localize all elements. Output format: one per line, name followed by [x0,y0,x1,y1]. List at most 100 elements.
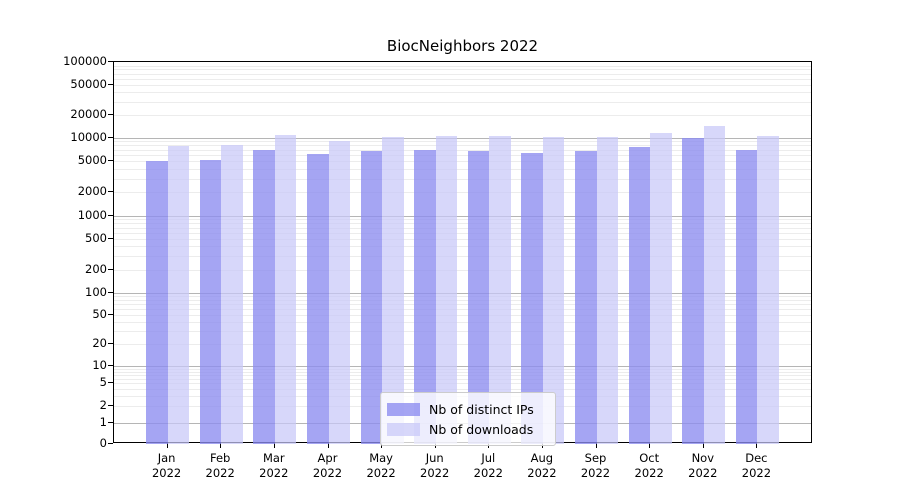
x-tick-year: 2022 [741,465,772,480]
gridline-700 [114,227,811,229]
x-tick-mark-jan [166,443,168,448]
x-tick-year: 2022 [688,465,718,480]
gridline-80000 [114,69,811,71]
bar-jun-downloads [435,135,458,444]
bar-jan-distinct-ips [146,160,168,444]
legend-swatch-downloads [387,422,420,436]
y-tick-mark-50000 [108,83,113,85]
y-tick-label-5: 5 [99,375,107,390]
y-tick-mark-100000 [108,61,113,62]
gridline-30 [114,331,811,333]
x-tick-month: Aug [530,451,554,465]
legend: Nb of distinct IPs Nb of downloads [380,392,556,446]
y-tick-mark-10000 [108,136,113,138]
x-tick-label-sep: Sep 2022 [569,451,623,481]
y-tick-label-50000: 50000 [70,76,107,91]
gridline-30000 [114,101,811,103]
x-tick-month: Jun [425,451,444,465]
gridline-90 [114,296,811,298]
y-tick-label-2: 2 [99,397,107,412]
gridline-10 [114,366,811,368]
y-tick-mark-100 [108,291,113,293]
bar-mar-distinct-ips [253,149,275,444]
y-tick-mark-2000 [108,191,113,193]
legend-item-downloads: Nb of downloads [387,419,547,439]
y-tick-mark-500 [108,237,113,239]
y-tick-label-100000: 100000 [63,54,107,68]
x-tick-mark-oct [649,443,651,448]
x-tick-label-jun: Jun 2022 [408,451,462,481]
y-tick-label-1000: 1000 [77,207,107,222]
x-tick-label-feb: Feb 2022 [193,451,247,481]
bar-feb-distinct-ips [199,159,222,444]
gridline-600 [114,232,811,234]
gridline-500 [114,238,811,240]
x-tick-label-apr: Apr 2022 [301,451,355,481]
bar-jul-distinct-ips [467,150,490,444]
x-tick-year: 2022 [312,465,343,480]
y-tick-mark-5000 [108,160,113,162]
bar-oct-distinct-ips [628,147,651,444]
gridline-8000 [114,145,811,147]
x-tick-label-jan: Jan 2022 [140,451,194,481]
legend-label-downloads: Nb of downloads [429,421,534,437]
gridline-4 [114,388,811,390]
y-tick-mark-1000 [108,214,113,216]
legend-swatch-distinct-ips [387,402,420,416]
y-tick-label-5000: 5000 [77,153,107,168]
chart-title: BiocNeighbors 2022 [386,37,539,55]
gridline-9 [114,368,811,370]
x-tick-month: Jul [481,451,496,465]
gridline-70000 [114,73,811,75]
x-tick-year: 2022 [259,465,289,480]
x-tick-label-jul: Jul 2022 [461,451,515,481]
gridline-70 [114,304,811,306]
y-tick-mark-0 [108,443,113,444]
bar-feb-downloads [221,144,243,444]
gridline-6 [114,378,811,380]
x-tick-month: Sep [584,451,607,465]
gridline-40000 [114,92,811,94]
gridline-4000 [114,168,811,170]
bar-jul-downloads [489,136,511,444]
y-tick-label-100: 100 [85,284,107,299]
gridline-5000 [114,161,811,163]
x-tick-label-aug: Aug 2022 [515,451,569,481]
y-tick-label-200: 200 [85,261,107,276]
y-tick-mark-1 [108,421,113,423]
bar-apr-downloads [328,141,350,444]
gridline-6000 [114,155,811,156]
x-tick-month: Feb [210,451,231,465]
x-tick-month: Jan [157,451,176,465]
x-tick-label-mar: Mar 2022 [247,451,301,481]
gridline-8 [114,371,811,373]
gridline-9000 [114,141,811,143]
y-tick-label-10: 10 [92,358,107,373]
x-tick-mark-mar [273,443,275,448]
x-tick-month: May [369,451,393,465]
y-tick-mark-20 [108,343,113,345]
gridline-200 [114,269,811,271]
y-tick-mark-200 [108,268,113,270]
x-tick-label-dec: Dec 2022 [729,451,783,481]
y-tick-mark-20000 [108,113,113,115]
x-tick-mark-feb [220,443,222,448]
y-tick-mark-5 [108,382,113,384]
gridline-7000 [114,149,811,151]
gridline-300 [114,256,811,257]
bar-jan-downloads [167,145,190,444]
bar-aug-downloads [542,137,565,444]
gridline-60 [114,309,811,310]
x-tick-label-oct: Oct 2022 [622,451,676,481]
bar-oct-downloads [650,133,672,444]
x-tick-year: 2022 [366,465,396,480]
x-tick-year: 2022 [205,465,235,480]
y-tick-label-0: 0 [99,436,107,450]
bar-dec-downloads [757,135,779,444]
gridline-90000 [114,65,811,67]
x-tick-year: 2022 [580,465,611,480]
gridline-400 [114,246,811,248]
y-tick-label-10000: 10000 [70,129,107,144]
bar-mar-downloads [274,135,297,444]
gridline-50 [114,314,811,316]
